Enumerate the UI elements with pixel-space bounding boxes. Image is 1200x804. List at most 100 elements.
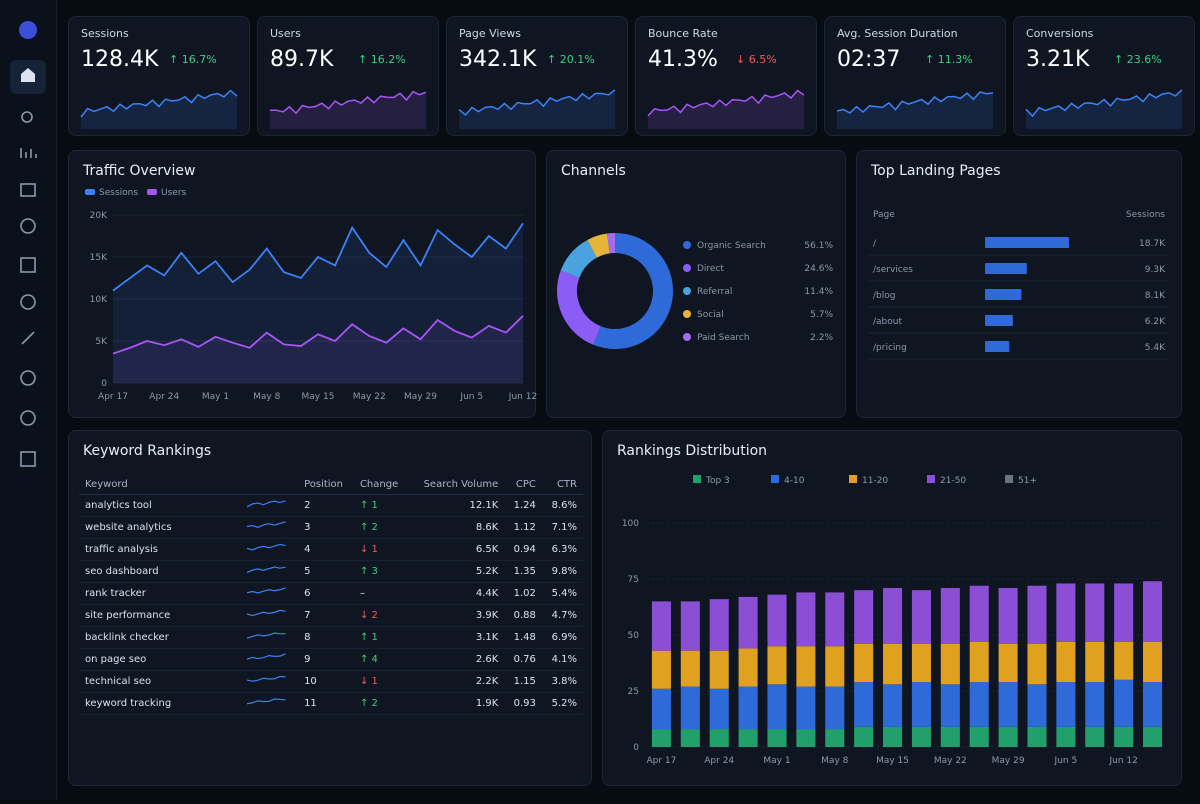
legend-label: 4-10 [784, 476, 805, 486]
cell: – [354, 583, 409, 605]
nav-doc[interactable] [21, 258, 35, 272]
bar-segment [941, 727, 960, 747]
page-path: /about [873, 317, 902, 327]
bar-segment [1114, 727, 1133, 747]
legend-label: 51+ [1018, 476, 1037, 486]
trend-cell [241, 583, 298, 605]
y-tick-label: 10K [90, 295, 108, 305]
bar-segment [1027, 727, 1046, 747]
legend-dot [683, 287, 691, 295]
value-label: 56.1% [804, 241, 833, 251]
bar-segment [825, 729, 844, 747]
trend-sparkline [247, 652, 287, 664]
bar-segment [883, 727, 902, 747]
sparkline [247, 501, 286, 507]
x-tick-label: Jun 5 [1054, 756, 1078, 766]
x-tick-label: May 29 [992, 756, 1025, 766]
sparkline [247, 567, 286, 573]
cell: rank tracker [79, 583, 241, 605]
cell: 1.9K [409, 693, 504, 715]
cell: 3.1K [409, 627, 504, 649]
bar-segment [739, 648, 758, 686]
nav-reports[interactable] [21, 184, 35, 196]
legend-dot [683, 333, 691, 341]
bar-segment [854, 644, 873, 682]
value-label: 5.4K [1145, 343, 1166, 353]
trend-sparkline [247, 674, 287, 686]
cell: 4.1% [542, 649, 583, 671]
nav-more[interactable] [21, 452, 35, 466]
trend-cell [241, 605, 298, 627]
session-bar [985, 289, 1021, 300]
cell: website analytics [79, 517, 241, 539]
page-path: /blog [873, 291, 895, 301]
bar-segment [883, 684, 902, 727]
bar-segment [796, 687, 815, 730]
trend-cell [241, 561, 298, 583]
nav-globe[interactable] [21, 411, 35, 425]
x-tick-label: May 29 [404, 392, 437, 402]
trend-header [241, 475, 298, 495]
session-bar [985, 315, 1013, 326]
panel-title: Keyword Rankings [83, 443, 211, 459]
trend-sparkline [247, 542, 287, 554]
value-label: 24.6% [804, 264, 833, 274]
bar-segment [1085, 727, 1104, 747]
legend-dot [683, 264, 691, 272]
chart [1014, 17, 1196, 137]
bar-segment [739, 687, 758, 730]
sparkline [247, 699, 286, 704]
bar-segment [652, 651, 671, 689]
cell: 4 [298, 539, 354, 561]
cell: ↑ 2 [354, 693, 409, 715]
cell: 2.6K [409, 649, 504, 671]
sparkline [247, 654, 286, 659]
cell: 11 [298, 693, 354, 715]
cell: 6.9% [542, 627, 583, 649]
nav-link[interactable] [22, 332, 34, 344]
bar-segment [652, 689, 671, 729]
bar-segment [912, 644, 931, 682]
cell: 8.6K [409, 517, 504, 539]
value-label: 8.1K [1145, 291, 1166, 301]
nav-chart[interactable] [21, 148, 36, 158]
bar-segment [912, 682, 931, 727]
x-tick-label: Jun 12 [1108, 756, 1137, 766]
chart [258, 17, 440, 137]
x-tick-label: Apr 24 [149, 392, 179, 402]
bar-segment [941, 588, 960, 644]
legend-swatch [927, 475, 935, 483]
legend-dot [683, 310, 691, 318]
cell: 5.4% [542, 583, 583, 605]
y-tick-label: 5K [95, 337, 108, 347]
cell: 5.2% [542, 693, 583, 715]
donut-segment [592, 243, 608, 248]
x-tick-label: May 8 [253, 392, 280, 402]
cell: traffic analysis [79, 539, 241, 561]
cell: 6.3% [542, 539, 583, 561]
nav-search[interactable] [22, 112, 32, 122]
bar-segment [1027, 586, 1046, 644]
x-tick-label: Apr 24 [704, 756, 734, 766]
bar-segment [710, 689, 729, 729]
bar-segment [1085, 642, 1104, 682]
nav-pie[interactable] [21, 219, 35, 233]
sparkline-area [81, 91, 237, 129]
trend-sparkline [247, 520, 287, 532]
bar-segment [1027, 644, 1046, 684]
cell: 1.15 [504, 671, 542, 693]
page-path: /pricing [873, 343, 907, 353]
nav-target[interactable] [21, 295, 35, 309]
cell: ↑ 1 [354, 495, 409, 517]
legend-label: Social [697, 310, 724, 320]
column-header: Sessions [1126, 210, 1165, 220]
bar-segment [652, 729, 671, 747]
sidebar-icons [0, 0, 56, 800]
nav-settings[interactable] [21, 371, 35, 385]
